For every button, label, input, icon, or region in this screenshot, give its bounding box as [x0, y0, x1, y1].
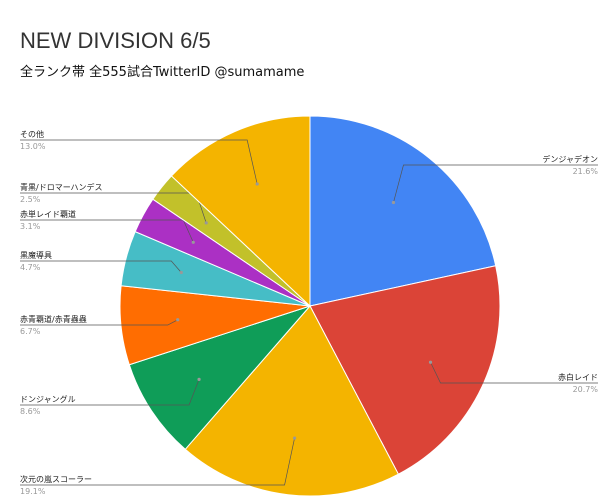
chart-title: NEW DIVISION 6/5 — [20, 28, 211, 53]
leader-dot — [255, 182, 259, 186]
pie-slice — [309, 115, 497, 307]
slice-value-label: 21.6% — [573, 167, 599, 176]
leader-dot — [191, 240, 195, 244]
leader-line — [393, 164, 598, 203]
leader-dot — [428, 360, 433, 364]
slice-value-label: 6.7% — [20, 327, 41, 336]
leader-dot — [204, 221, 208, 225]
pie-slice — [128, 304, 312, 451]
slice-value-label: 3.1% — [20, 222, 41, 231]
slice-value-label: 20.7% — [573, 385, 599, 394]
pie-slice — [170, 115, 311, 308]
slice-value-label: 19.1% — [20, 487, 46, 496]
leader-line — [20, 260, 182, 273]
leader-dot — [292, 436, 297, 440]
pie-slice — [309, 265, 501, 475]
leader-line — [20, 319, 178, 326]
pie-slice — [184, 305, 400, 497]
slice-label: 赤単レイド覇道 — [20, 209, 76, 219]
slice-label: その他 — [20, 129, 44, 139]
leader-line — [430, 362, 598, 384]
leader-dot — [176, 318, 180, 322]
slice-label: 黒魔導具 — [20, 250, 52, 260]
leader-dot — [391, 200, 396, 205]
leader-dot — [179, 270, 183, 275]
slice-label: 青黒/ドロマーハンデス — [20, 182, 103, 192]
chart-subtitle: 全ランク帯 全555試合TwitterID @sumamame — [20, 64, 304, 80]
slice-value-label: 8.6% — [20, 407, 41, 416]
leader-line — [20, 438, 295, 486]
slice-label: 赤青覇道/赤青蟲蟲 — [20, 314, 87, 324]
slice-label: 次元の嵐スコーラー — [20, 474, 92, 484]
slice-value-label: 2.5% — [20, 195, 41, 204]
leader-line — [20, 139, 258, 185]
slice-label: ドンジャングル — [20, 394, 76, 404]
slice-value-label: 13.0% — [20, 142, 46, 151]
slice-label: 赤白レイド — [558, 372, 598, 382]
slice-label: デンジャデオン — [542, 154, 598, 164]
slice-value-label: 4.7% — [20, 263, 41, 272]
leader-dot — [197, 377, 201, 381]
leader-line — [20, 379, 200, 406]
